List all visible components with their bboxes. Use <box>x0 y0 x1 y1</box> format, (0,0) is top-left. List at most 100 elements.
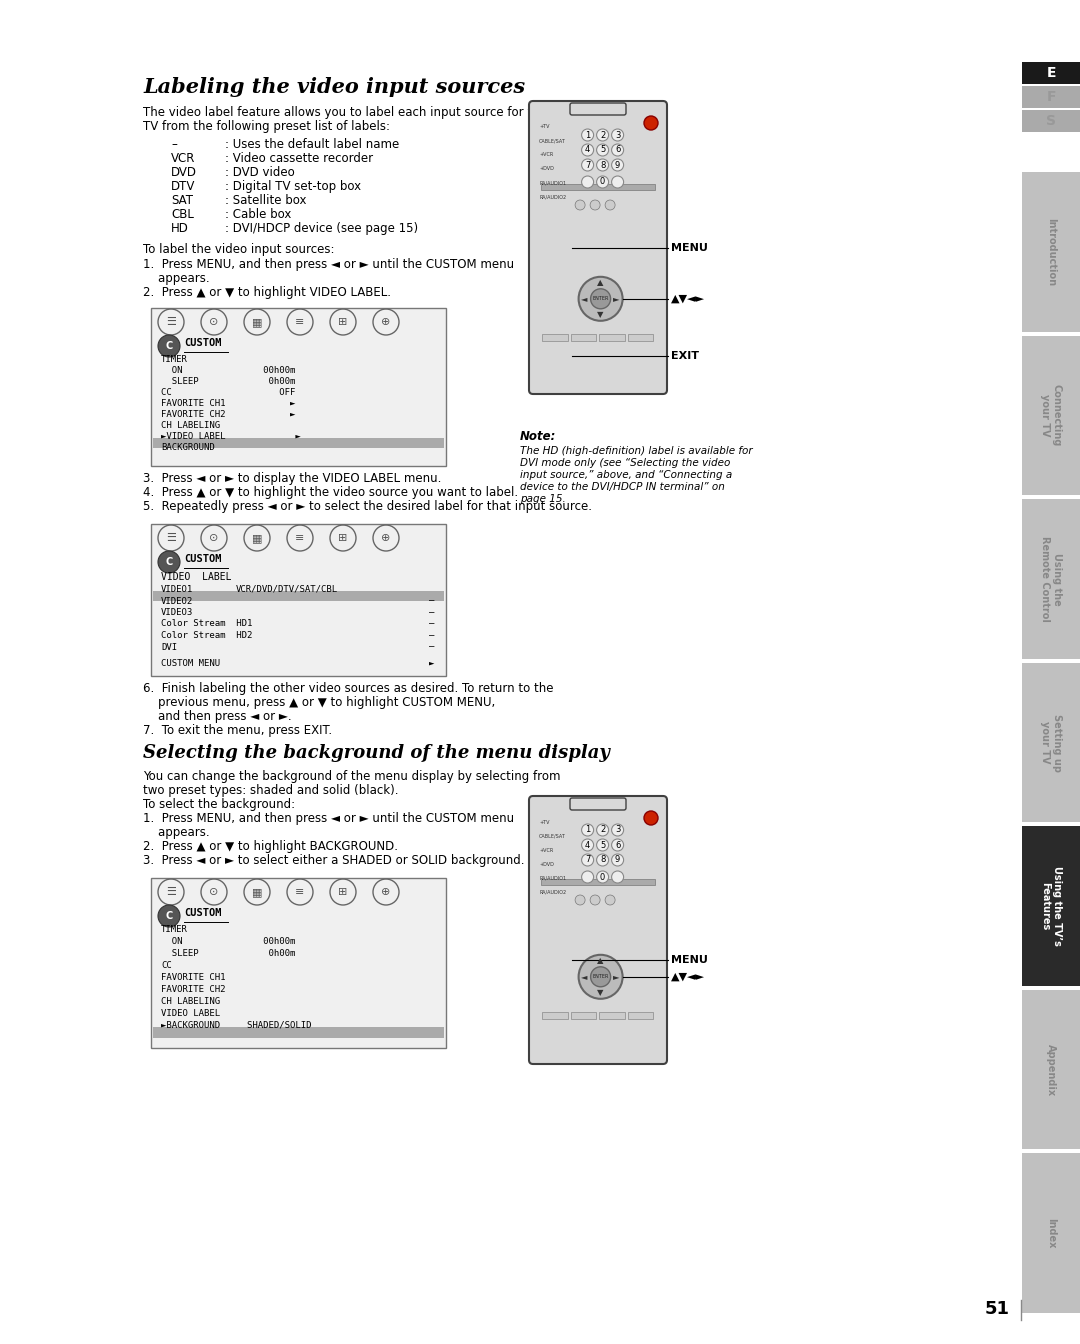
Text: ▲▼◄►: ▲▼◄► <box>671 972 705 982</box>
Text: Color Stream  HD2: Color Stream HD2 <box>161 630 253 640</box>
Text: 4.  Press ▲ or ▼ to highlight the video source you want to label.: 4. Press ▲ or ▼ to highlight the video s… <box>143 487 518 499</box>
Text: 8: 8 <box>599 160 605 169</box>
Text: VIDEO  LABEL: VIDEO LABEL <box>161 573 231 582</box>
Text: ON               00h00m: ON 00h00m <box>161 937 295 946</box>
Text: DTV: DTV <box>171 180 195 194</box>
Text: DVI: DVI <box>161 642 177 652</box>
Text: DVI mode only (see “Selecting the video: DVI mode only (see “Selecting the video <box>519 458 730 468</box>
Text: MENU: MENU <box>671 956 707 965</box>
Text: : Cable box: : Cable box <box>225 208 292 220</box>
Text: –: – <box>429 642 434 652</box>
Circle shape <box>582 144 594 156</box>
Bar <box>1022 172 1080 332</box>
Circle shape <box>158 335 180 358</box>
Text: +VCR: +VCR <box>539 848 553 852</box>
Text: –: – <box>429 607 434 617</box>
Text: 2: 2 <box>600 825 605 835</box>
Text: 3.  Press ◄ or ► to display the VIDEO LABEL menu.: 3. Press ◄ or ► to display the VIDEO LAB… <box>143 472 442 485</box>
Text: ON               00h00m: ON 00h00m <box>161 366 295 375</box>
Text: FAVORITE CH2            ►: FAVORITE CH2 ► <box>161 410 295 419</box>
Text: To select the background:: To select the background: <box>143 798 295 810</box>
Text: 1: 1 <box>585 825 591 835</box>
Text: VIDEO2: VIDEO2 <box>161 597 193 606</box>
Text: ⊕: ⊕ <box>381 887 391 896</box>
Text: 6: 6 <box>615 145 620 155</box>
Circle shape <box>582 129 594 141</box>
Circle shape <box>576 895 585 905</box>
Text: ►: ► <box>613 294 620 304</box>
Bar <box>542 1012 567 1019</box>
Text: 5: 5 <box>600 145 605 155</box>
Text: CC: CC <box>161 961 172 970</box>
Text: ►VIDEO LABEL             ►: ►VIDEO LABEL ► <box>161 431 300 441</box>
Text: : DVD video: : DVD video <box>225 167 295 179</box>
Text: CUSTOM MENU: CUSTOM MENU <box>161 659 220 668</box>
Circle shape <box>158 905 180 927</box>
Text: CUSTOM: CUSTOM <box>184 909 221 918</box>
Text: SLEEP             0h00m: SLEEP 0h00m <box>161 949 295 958</box>
Text: ≡: ≡ <box>295 534 305 543</box>
Text: Using the
Remote Control: Using the Remote Control <box>1040 536 1062 622</box>
Text: page 15.: page 15. <box>519 495 566 504</box>
Text: RA/AUDIO2: RA/AUDIO2 <box>539 195 566 199</box>
Text: E: E <box>1047 66 1056 81</box>
Text: appears.: appears. <box>143 827 210 839</box>
Text: The video label feature allows you to label each input source for your: The video label feature allows you to la… <box>143 106 554 120</box>
Text: Index: Index <box>1047 1218 1056 1249</box>
Circle shape <box>591 966 610 986</box>
Text: VCR: VCR <box>171 152 195 165</box>
Circle shape <box>590 200 600 210</box>
Text: FAVORITE CH1: FAVORITE CH1 <box>161 973 226 982</box>
Text: 5.  Repeatedly press ◄ or ► to select the desired label for that input source.: 5. Repeatedly press ◄ or ► to select the… <box>143 500 592 513</box>
Circle shape <box>611 839 623 851</box>
Text: 9: 9 <box>615 856 620 864</box>
Text: ⊕: ⊕ <box>381 534 391 543</box>
Text: –: – <box>429 630 434 640</box>
Bar <box>1022 991 1080 1149</box>
Circle shape <box>611 144 623 156</box>
Text: Labeling the video input sources: Labeling the video input sources <box>143 77 525 97</box>
Bar <box>570 1012 596 1019</box>
Circle shape <box>596 839 609 851</box>
Text: : Satellite box: : Satellite box <box>225 194 307 207</box>
FancyBboxPatch shape <box>529 796 667 1064</box>
Text: device to the DVI/HDCP IN terminal” on: device to the DVI/HDCP IN terminal” on <box>519 482 725 492</box>
Text: RA/AUDIO1: RA/AUDIO1 <box>539 875 566 880</box>
Text: 8: 8 <box>599 856 605 864</box>
Circle shape <box>611 871 623 883</box>
Text: Selecting the background of the menu display: Selecting the background of the menu dis… <box>143 745 610 762</box>
Bar <box>599 333 624 341</box>
Text: FAVORITE CH2: FAVORITE CH2 <box>161 985 226 995</box>
Circle shape <box>611 824 623 836</box>
Text: ⊙: ⊙ <box>210 317 218 327</box>
Text: 3: 3 <box>615 130 620 140</box>
Circle shape <box>582 159 594 171</box>
Circle shape <box>582 839 594 851</box>
Text: TIMER: TIMER <box>161 925 188 934</box>
Bar <box>541 879 654 884</box>
Circle shape <box>579 954 622 999</box>
Text: ►: ► <box>429 659 434 668</box>
Text: 6: 6 <box>615 840 620 849</box>
Text: TV from the following preset list of labels:: TV from the following preset list of lab… <box>143 120 390 133</box>
Bar <box>153 1027 444 1038</box>
Bar <box>1022 86 1080 108</box>
Text: CUSTOM: CUSTOM <box>184 337 221 348</box>
Text: C: C <box>165 556 173 567</box>
Bar <box>1022 827 1080 986</box>
Text: S: S <box>1047 114 1056 128</box>
Text: ▲▼◄►: ▲▼◄► <box>671 294 705 304</box>
Text: ≡: ≡ <box>295 317 305 327</box>
Text: 7: 7 <box>585 856 591 864</box>
Text: Connecting
your TV: Connecting your TV <box>1040 384 1062 446</box>
Text: ⊙: ⊙ <box>210 887 218 896</box>
Text: 6.  Finish labeling the other video sources as desired. To return to the: 6. Finish labeling the other video sourc… <box>143 681 554 695</box>
Text: 1.  Press MENU, and then press ◄ or ► until the CUSTOM menu: 1. Press MENU, and then press ◄ or ► unt… <box>143 812 514 825</box>
Text: VIDEO3: VIDEO3 <box>161 607 193 617</box>
Text: CUSTOM: CUSTOM <box>184 554 221 564</box>
Circle shape <box>644 810 658 825</box>
Text: VCR/DVD/DTV/SAT/CBL: VCR/DVD/DTV/SAT/CBL <box>237 585 338 594</box>
Text: +TV: +TV <box>539 125 550 129</box>
Text: CABLE/SAT: CABLE/SAT <box>539 833 566 839</box>
Text: CH LABELING: CH LABELING <box>161 997 220 1007</box>
